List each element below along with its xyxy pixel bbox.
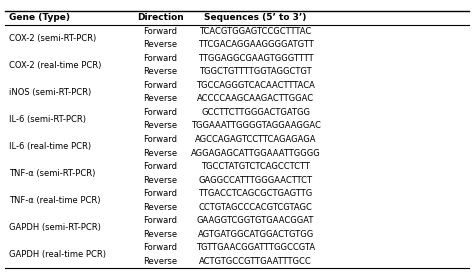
- Text: TGGCTGTTTTGGTAGGCTGT: TGGCTGTTTTGGTAGGCTGT: [199, 67, 312, 76]
- Text: ACCCCAAGCAAGACTTGGAC: ACCCCAAGCAAGACTTGGAC: [197, 94, 314, 104]
- Text: Reverse: Reverse: [143, 203, 177, 212]
- Text: Sequences (5’ to 3’): Sequences (5’ to 3’): [204, 13, 307, 22]
- Text: Gene (Type): Gene (Type): [9, 13, 70, 22]
- Text: Reverse: Reverse: [143, 257, 177, 266]
- Text: GAPDH (real-time PCR): GAPDH (real-time PCR): [9, 250, 106, 259]
- Text: Reverse: Reverse: [143, 148, 177, 158]
- Text: IL-6 (semi-RT-PCR): IL-6 (semi-RT-PCR): [9, 115, 86, 124]
- Text: Reverse: Reverse: [143, 94, 177, 104]
- Text: TCACGTGGAGTCCGCTTTAC: TCACGTGGAGTCCGCTTTAC: [200, 27, 312, 36]
- Text: TNF-α (real-time PCR): TNF-α (real-time PCR): [9, 196, 101, 205]
- Text: TTGACCTCAGCGCTGAGTTG: TTGACCTCAGCGCTGAGTTG: [199, 189, 313, 198]
- Text: GAGGCCATTTGGGAACTTCT: GAGGCCATTTGGGAACTTCT: [199, 175, 312, 185]
- Text: Reverse: Reverse: [143, 67, 177, 76]
- Text: Forward: Forward: [143, 216, 177, 225]
- Text: COX-2 (semi-RT-PCR): COX-2 (semi-RT-PCR): [9, 33, 97, 42]
- Text: GAPDH (semi-RT-PCR): GAPDH (semi-RT-PCR): [9, 223, 101, 232]
- Text: Forward: Forward: [143, 189, 177, 198]
- Text: Forward: Forward: [143, 162, 177, 171]
- Text: TTCGACAGGAAGGGGATGTT: TTCGACAGGAAGGGGATGTT: [198, 40, 313, 49]
- Text: TNF-α (semi-RT-PCR): TNF-α (semi-RT-PCR): [9, 169, 96, 178]
- Text: ACTGTGCCGTTGAATTTGCC: ACTGTGCCGTTGAATTTGCC: [199, 257, 312, 266]
- Text: COX-2 (real-time PCR): COX-2 (real-time PCR): [9, 61, 102, 69]
- Text: Forward: Forward: [143, 27, 177, 36]
- Text: Reverse: Reverse: [143, 121, 177, 131]
- Text: TGGAAATTGGGGTAGGAAGGAC: TGGAAATTGGGGTAGGAAGGAC: [191, 121, 320, 131]
- Text: IL-6 (real-time PCR): IL-6 (real-time PCR): [9, 142, 91, 151]
- Text: Reverse: Reverse: [143, 40, 177, 49]
- Text: Forward: Forward: [143, 135, 177, 144]
- Text: Forward: Forward: [143, 108, 177, 117]
- Text: AGTGATGGCATGGACTGTGG: AGTGATGGCATGGACTGTGG: [198, 230, 314, 239]
- Text: Reverse: Reverse: [143, 230, 177, 239]
- Text: TGTTGAACGGATTTGGCCGTA: TGTTGAACGGATTTGGCCGTA: [196, 243, 315, 252]
- Text: CCTGTAGCCCACGTCGTAGC: CCTGTAGCCCACGTCGTAGC: [199, 203, 312, 212]
- Text: TTGGAGGCGAAGTGGGTTTT: TTGGAGGCGAAGTGGGTTTT: [198, 54, 313, 63]
- Text: Direction: Direction: [137, 13, 184, 22]
- Text: Forward: Forward: [143, 243, 177, 252]
- Text: TGCCAGGGTCACAACTTTACA: TGCCAGGGTCACAACTTTACA: [196, 81, 315, 90]
- Text: Forward: Forward: [143, 54, 177, 63]
- Text: GCCTTCTTGGGACTGATGG: GCCTTCTTGGGACTGATGG: [201, 108, 310, 117]
- Text: AGCCAGAGTCCTTCAGAGAGA: AGCCAGAGTCCTTCAGAGAGA: [195, 135, 316, 144]
- Text: Reverse: Reverse: [143, 175, 177, 185]
- Text: TGCCTATGTCTCAGCCTCTT: TGCCTATGTCTCAGCCTCTT: [201, 162, 310, 171]
- Text: iNOS (semi-RT-PCR): iNOS (semi-RT-PCR): [9, 88, 91, 97]
- Text: AGGAGAGCATTGGAAATTGGGG: AGGAGAGCATTGGAAATTGGGG: [191, 148, 320, 158]
- Text: GAAGGTCGGTGTGAACGGAT: GAAGGTCGGTGTGAACGGAT: [197, 216, 314, 225]
- Text: Forward: Forward: [143, 81, 177, 90]
